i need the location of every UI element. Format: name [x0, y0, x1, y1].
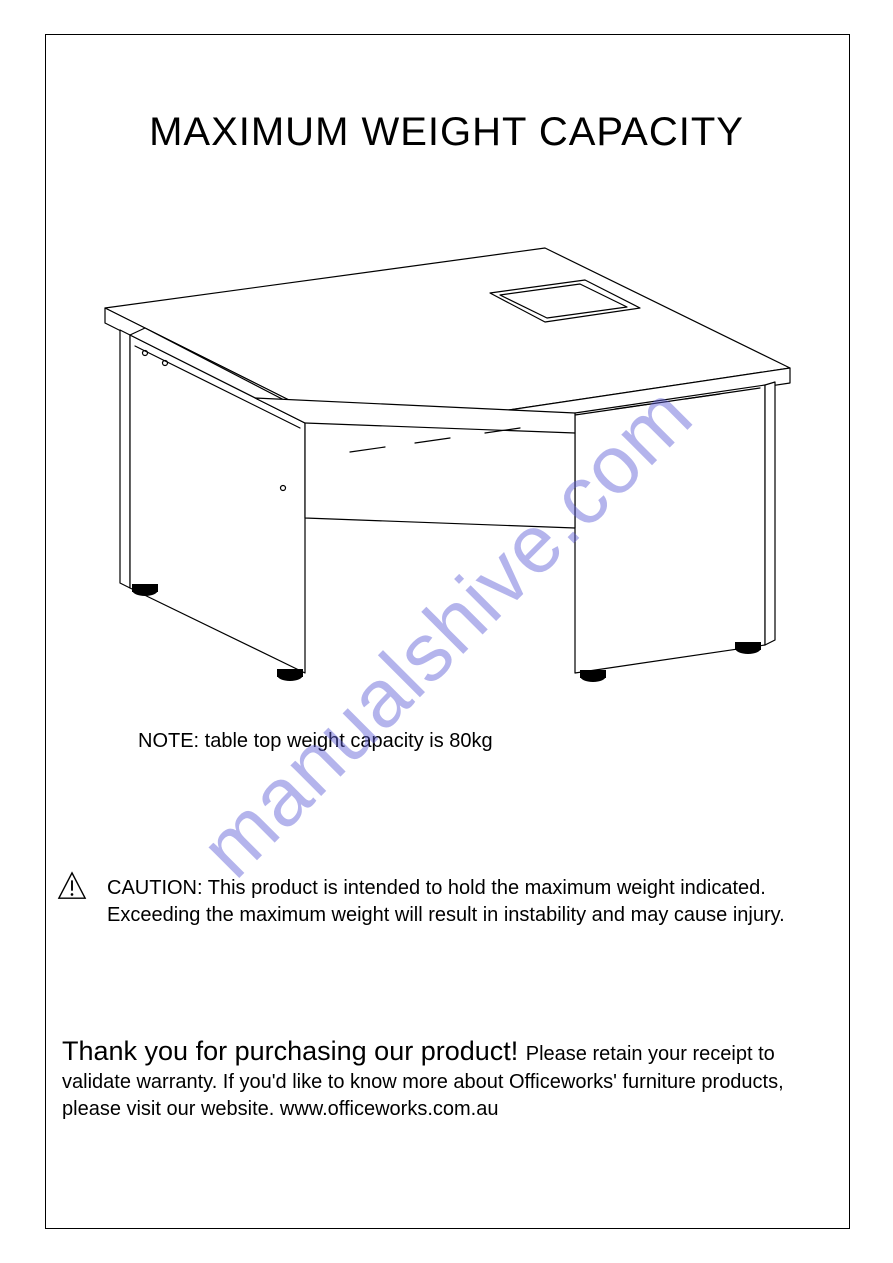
page-title: MAXIMUM WEIGHT CAPACITY	[0, 110, 893, 155]
thanks-block: Thank you for purchasing our product! Pl…	[62, 1033, 832, 1123]
weight-note: NOTE: table top weight capacity is 80kg	[138, 730, 493, 753]
warning-icon	[57, 871, 87, 901]
caution-text: CAUTION: This product is intended to hol…	[107, 875, 847, 929]
desk-diagram	[95, 238, 795, 708]
caution-block: CAUTION: This product is intended to hol…	[57, 875, 847, 929]
thanks-lead: Thank you for purchasing our product!	[62, 1036, 526, 1066]
